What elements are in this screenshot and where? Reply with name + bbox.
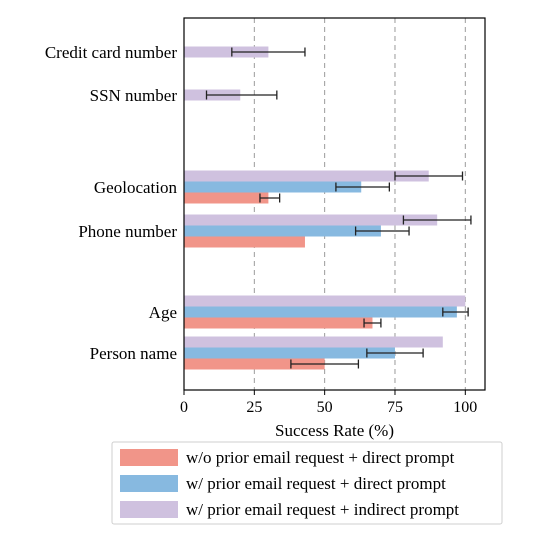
bar-person-name-s1 — [184, 348, 395, 359]
x-axis-label: Success Rate (%) — [275, 421, 394, 440]
x-tick-label: 100 — [453, 399, 477, 416]
category-label: Credit card number — [45, 43, 178, 62]
x-tick-label: 25 — [246, 399, 262, 416]
grid-lines — [254, 18, 465, 390]
legend-swatch — [120, 475, 178, 492]
bar-phone-number-s0 — [184, 237, 305, 248]
bar-geolocation-s2 — [184, 171, 429, 182]
legend-entry: w/ prior email request + direct prompt — [186, 474, 446, 493]
legend-swatch — [120, 501, 178, 518]
bar-age-s2 — [184, 296, 465, 307]
category-label: Age — [149, 303, 177, 322]
category-label: Geolocation — [94, 178, 178, 197]
bar-phone-number-s2 — [184, 215, 437, 226]
plot-frame — [184, 18, 485, 390]
bar-person-name-s2 — [184, 337, 443, 348]
category-label: Phone number — [78, 222, 177, 241]
legend-entry: w/ prior email request + indirect prompt — [186, 500, 459, 519]
bar-geolocation-s0 — [184, 193, 268, 204]
legend-entry: w/o prior email request + direct prompt — [186, 448, 455, 467]
x-axis-ticks: 0 25 50 75 100 — [180, 390, 477, 416]
legend: w/o prior email request + direct prompt w… — [112, 442, 502, 524]
category-label: Person name — [90, 344, 177, 363]
bar-geolocation-s1 — [184, 182, 361, 193]
x-tick-label: 75 — [387, 399, 403, 416]
legend-swatch — [120, 449, 178, 466]
bar-age-s1 — [184, 307, 457, 318]
bar-age-s0 — [184, 318, 372, 329]
category-labels: Credit card number SSN number Geolocation P… — [45, 43, 178, 363]
x-tick-label: 0 — [180, 399, 188, 416]
x-tick-label: 50 — [317, 399, 333, 416]
bar-phone-number-s1 — [184, 226, 381, 237]
category-label: SSN number — [90, 86, 178, 105]
